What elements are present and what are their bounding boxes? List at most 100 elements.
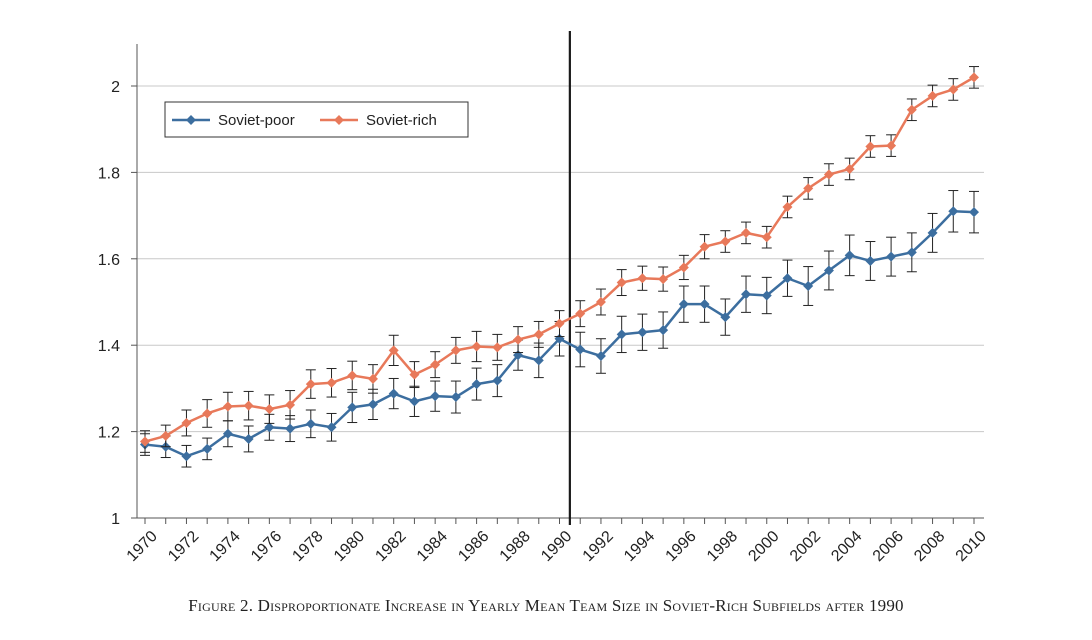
data-point xyxy=(326,377,337,388)
data-point xyxy=(450,392,461,403)
data-point xyxy=(720,236,731,247)
x-tick-label: 1992 xyxy=(580,528,617,565)
data-point xyxy=(927,90,938,101)
x-tick-label: 2006 xyxy=(870,528,907,565)
data-point xyxy=(222,428,233,439)
data-point xyxy=(140,436,150,447)
data-point xyxy=(533,329,544,340)
data-point xyxy=(492,342,503,353)
figure-caption: Figure 2. Disproportionate Increase in Y… xyxy=(188,596,904,615)
gridlines xyxy=(137,85,984,433)
data-point xyxy=(595,351,606,361)
data-point xyxy=(347,370,358,381)
x-tick-label: 1994 xyxy=(621,528,658,565)
legend: Soviet-poor Soviet-rich xyxy=(164,101,469,138)
data-point xyxy=(658,325,669,336)
data-point xyxy=(430,359,441,370)
data-point xyxy=(678,299,689,310)
data-point xyxy=(969,207,979,218)
data-point xyxy=(741,289,752,300)
x-tick-label: 1976 xyxy=(248,528,285,565)
data-point xyxy=(513,334,524,345)
data-point xyxy=(886,140,897,151)
data-point xyxy=(202,408,213,419)
data-point xyxy=(906,247,917,258)
data-point xyxy=(160,430,171,441)
data-point xyxy=(865,141,876,152)
data-point xyxy=(367,399,378,410)
x-tick-label: 1986 xyxy=(455,528,492,565)
data-point xyxy=(637,273,648,284)
x-tick-label: 1974 xyxy=(207,528,244,565)
x-tick-label: 1988 xyxy=(497,528,534,565)
x-tick-label: 1998 xyxy=(704,528,741,565)
data-point xyxy=(533,355,544,366)
data-point xyxy=(450,345,461,356)
data-point xyxy=(285,423,296,434)
data-point xyxy=(554,318,565,329)
data-point xyxy=(761,290,772,301)
data-point xyxy=(720,312,731,323)
series-group xyxy=(140,66,979,468)
x-tick-label: 1970 xyxy=(124,528,161,565)
y-tick-label: 1 xyxy=(111,511,120,528)
data-point xyxy=(326,422,337,433)
data-point xyxy=(347,402,358,413)
data-point xyxy=(388,345,399,356)
legend-swatch-marker xyxy=(186,115,196,125)
data-point xyxy=(844,250,855,261)
legend-swatch-marker xyxy=(334,115,344,125)
data-point xyxy=(616,329,627,340)
x-tick-label: 1984 xyxy=(414,528,451,565)
x-tick-label: 2000 xyxy=(745,528,782,565)
data-point xyxy=(430,391,441,402)
y-tick-label: 2 xyxy=(111,79,120,96)
data-point xyxy=(803,183,814,194)
x-tick-label: 1996 xyxy=(663,528,700,565)
data-point xyxy=(969,72,979,83)
data-point xyxy=(844,163,855,174)
x-tick-label: 1980 xyxy=(331,528,368,565)
data-point xyxy=(243,400,254,411)
x-tick-label: 1990 xyxy=(538,528,575,565)
data-point xyxy=(803,281,814,292)
data-point xyxy=(285,399,296,410)
data-point xyxy=(761,232,772,243)
data-point xyxy=(616,277,627,288)
data-point xyxy=(409,369,420,380)
data-point xyxy=(699,299,710,310)
x-tick-label: 2004 xyxy=(828,528,865,565)
x-tick-label: 2008 xyxy=(911,528,948,565)
data-point xyxy=(658,274,669,285)
data-point xyxy=(948,84,959,95)
data-point xyxy=(927,227,938,238)
data-point xyxy=(678,262,689,273)
data-point xyxy=(409,396,420,407)
x-tick-label: 2002 xyxy=(787,528,824,565)
data-point xyxy=(243,433,254,444)
legend-label: Soviet-poor xyxy=(218,112,295,129)
x-tick-label: 2010 xyxy=(953,528,990,565)
legend-item-soviet-poor: Soviet-poor xyxy=(172,112,295,129)
data-point xyxy=(492,375,503,386)
data-point xyxy=(699,241,710,252)
x-tick-label: 1978 xyxy=(289,528,326,565)
data-point xyxy=(637,327,648,338)
data-point xyxy=(264,422,275,433)
data-point xyxy=(865,255,876,266)
x-tick-label: 1972 xyxy=(165,528,202,565)
data-point xyxy=(181,417,192,428)
legend-label: Soviet-rich xyxy=(366,112,437,129)
y-tick-label: 1.6 xyxy=(98,252,120,269)
data-point xyxy=(906,104,917,115)
data-point xyxy=(575,344,586,355)
data-point xyxy=(264,404,275,415)
data-point xyxy=(823,265,834,276)
data-point xyxy=(202,443,213,454)
data-point xyxy=(782,273,793,284)
data-point xyxy=(471,379,482,390)
data-point xyxy=(948,206,959,217)
data-point xyxy=(181,451,192,462)
data-point xyxy=(823,169,834,180)
